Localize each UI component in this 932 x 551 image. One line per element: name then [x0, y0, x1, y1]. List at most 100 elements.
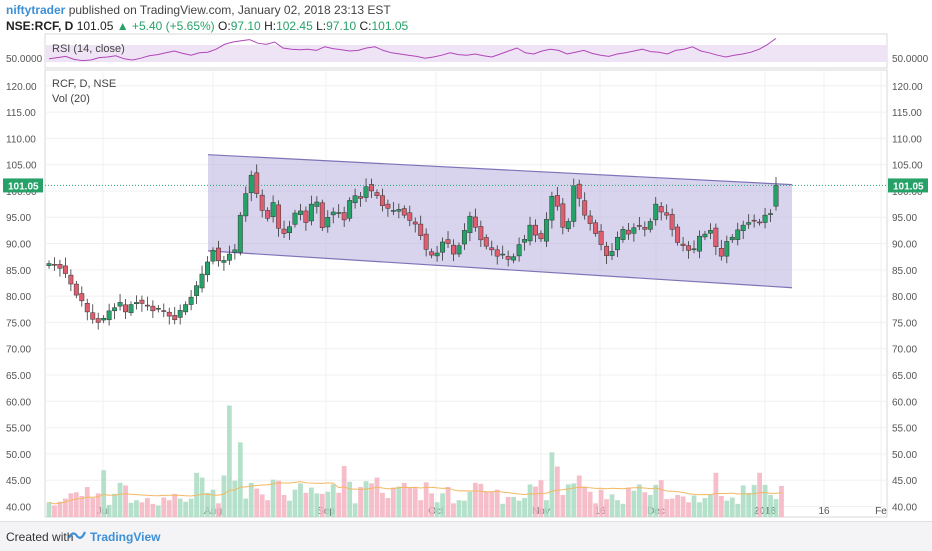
- volume-bar: [79, 495, 85, 517]
- candle-body: [46, 263, 52, 266]
- candle-body: [434, 252, 440, 257]
- chart-canvas[interactable]: RSI (14, close) 50.0000 50.0000 120.00 11…: [0, 0, 932, 522]
- volume-bar: [609, 494, 615, 517]
- volume-bar: [412, 488, 418, 517]
- y-tick-label: 60.00: [6, 397, 31, 408]
- candle-body: [396, 209, 402, 212]
- price-pane[interactable]: [44, 69, 888, 518]
- volume-bar: [445, 487, 451, 517]
- volume-ma-polyline: [48, 481, 782, 505]
- author-name[interactable]: niftytrader: [6, 3, 66, 17]
- candle-body: [478, 226, 484, 241]
- high-value: 102.45: [276, 19, 313, 33]
- volume-bar: [691, 495, 697, 517]
- candle-body: [746, 222, 752, 225]
- candle-body: [139, 299, 145, 304]
- candle-body: [401, 208, 407, 216]
- volume-bar: [276, 480, 281, 517]
- candle-body: [68, 274, 74, 285]
- volume-bar: [418, 500, 424, 517]
- candle-body: [538, 233, 544, 240]
- volume-bar: [658, 480, 664, 517]
- candle-body: [505, 256, 511, 260]
- ticker-line: NSE:RCF, D 101.05 ▲ +5.40 (+5.65%) O:97.…: [6, 18, 408, 34]
- y-tick-label: 65.00: [892, 371, 917, 382]
- volume-bar: [587, 491, 593, 517]
- volume-bar: [516, 500, 522, 517]
- candle-body: [702, 233, 708, 238]
- y-tick-label: 85.00: [6, 266, 31, 277]
- volume-bar: [675, 494, 681, 517]
- candle-body: [221, 260, 227, 263]
- candle-body: [336, 212, 342, 214]
- price-badge-right-text: 101.05: [893, 181, 924, 192]
- volume-bar: [396, 486, 402, 517]
- candle-body: [216, 247, 221, 262]
- candle-body: [57, 264, 63, 269]
- candle-body: [751, 219, 757, 222]
- volume-bar: [210, 489, 216, 517]
- volume-bar: [374, 477, 380, 517]
- rsi-band: [45, 45, 887, 62]
- x-tick-label: 16: [818, 506, 830, 517]
- ticker-price: 101.05: [76, 19, 114, 33]
- volume-bar: [533, 486, 538, 517]
- volume-bar: [166, 500, 172, 517]
- candle-body: [319, 202, 325, 229]
- candle-body: [73, 283, 79, 296]
- candle-body: [379, 195, 385, 206]
- volume-bar: [336, 492, 342, 517]
- volume-bar: [718, 495, 724, 517]
- volume-bar: [505, 497, 511, 517]
- volume-bar: [221, 475, 227, 517]
- volume-bar: [216, 503, 221, 517]
- candle-body: [259, 194, 265, 211]
- low-label: L:: [316, 19, 327, 33]
- y-axis-right: 120.00 115.00 110.00 105.00 100.00 95.00 90.00…: [892, 82, 923, 514]
- candle-body: [697, 235, 702, 252]
- close-value: 101.05: [371, 19, 409, 33]
- volume-ma-line: [48, 481, 782, 505]
- created-with-label: Created with: [6, 530, 74, 544]
- tradingview-link[interactable]: TradingView: [90, 530, 161, 544]
- candle-body: [494, 249, 500, 257]
- candle-body: [177, 310, 183, 318]
- candle-body: [500, 253, 506, 256]
- candle-body: [358, 196, 364, 199]
- candle-body: [669, 214, 675, 230]
- candle-body: [155, 307, 161, 310]
- price-badge-left-bg: [3, 178, 43, 193]
- volume-bar: [751, 484, 757, 517]
- volume-bar: [440, 493, 445, 517]
- candle-body: [445, 239, 451, 244]
- volume-bar: [385, 498, 391, 517]
- candle-body: [265, 210, 271, 219]
- volume-bar: [205, 492, 210, 517]
- volume-bar: [462, 500, 467, 517]
- volume-bar: [341, 465, 347, 517]
- volume-bar: [724, 500, 730, 517]
- price-channel[interactable]: [207, 154, 793, 289]
- candle-body: [276, 204, 282, 229]
- publish-header: niftytrader published on TradingView.com…: [6, 2, 391, 18]
- candle-body: [341, 212, 347, 221]
- candle-body: [620, 229, 626, 240]
- candle-body: [62, 265, 68, 274]
- candle-body: [188, 296, 194, 305]
- volume-bar: [571, 483, 577, 517]
- price-badge-left: 101.05: [3, 178, 43, 193]
- volume-bar: [106, 504, 112, 517]
- candle-body: [691, 248, 697, 251]
- volume-bar: [576, 475, 582, 517]
- candle-body: [205, 261, 210, 276]
- volume-bar: [259, 494, 265, 517]
- candle-body: [407, 212, 413, 221]
- ticker-change: ▲ +5.40 (+5.65%): [116, 19, 215, 33]
- tradingview-logo-icon[interactable]: [68, 528, 87, 545]
- volume-bar: [483, 491, 489, 517]
- volume-bar: [653, 484, 659, 517]
- candle-body: [516, 244, 522, 257]
- candle-body: [303, 210, 309, 223]
- candle-body: [593, 222, 599, 234]
- price-badge-right: 101.05: [888, 178, 928, 193]
